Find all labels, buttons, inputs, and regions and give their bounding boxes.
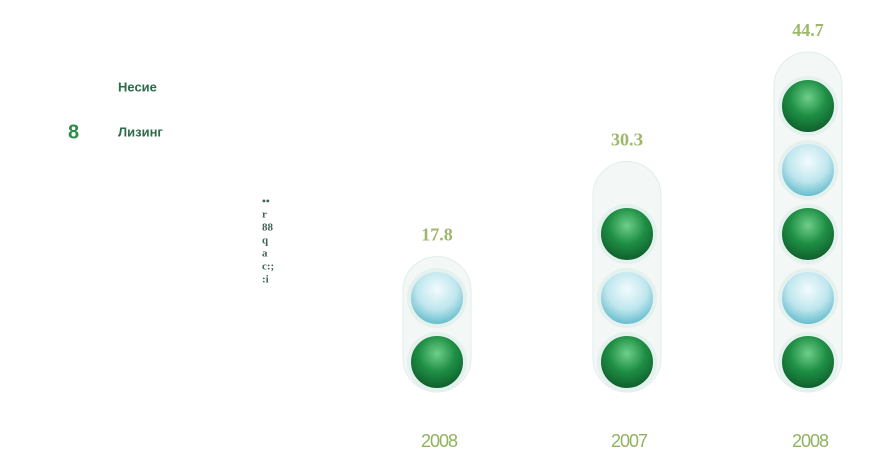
x-tick-label: 2008 [421,431,458,451]
sphere [778,140,838,200]
side-fragment: q [262,235,269,247]
sphere [778,332,838,392]
sphere [778,76,838,136]
x-tick-label: 2008 [792,431,829,451]
legend-label: Несие [118,79,157,94]
side-fragment: :i [262,274,269,286]
sphere [407,268,467,328]
sphere [778,204,838,264]
sphere [407,332,467,392]
sphere [597,268,657,328]
legend-label: Лизинг [118,124,163,139]
side-fragment: •• [262,196,270,208]
value-label: 17.8 [421,225,453,245]
sphere [597,204,657,264]
side-fragment: c:; [262,261,274,273]
side-fragment: 88 [262,222,274,234]
value-label: 44.7 [792,20,824,40]
legend-marker: 8 [68,121,79,143]
sphere [597,332,657,392]
x-tick-label: 2007 [611,431,648,451]
value-label: 30.З [611,130,644,150]
side-fragment: a [262,248,268,260]
side-fragment: r [262,209,267,221]
sphere [778,268,838,328]
